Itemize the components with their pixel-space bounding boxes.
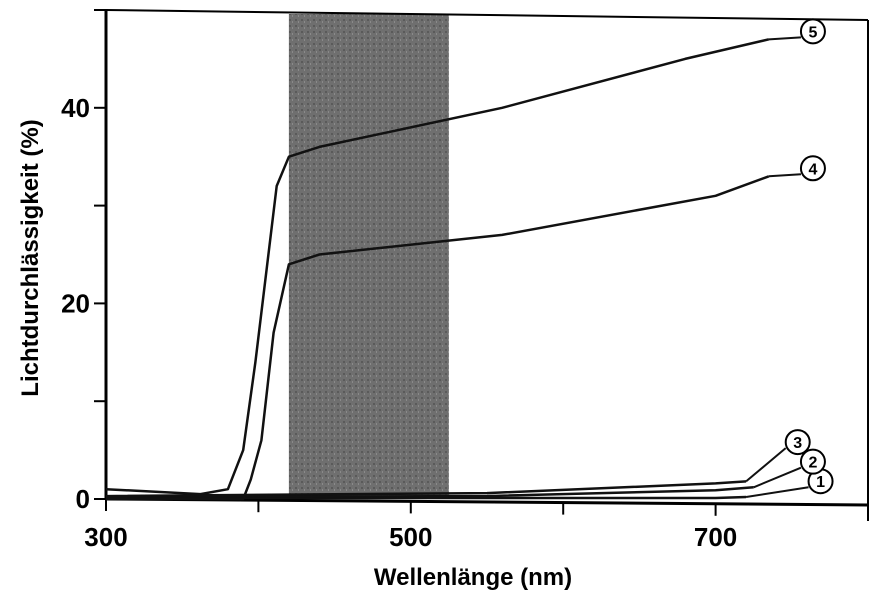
series-marker-circle-2 <box>799 448 826 475</box>
x-tick-label-700: 700 <box>694 522 737 552</box>
series-line-2 <box>105 486 754 499</box>
series-line-5 <box>105 38 770 496</box>
y-tick-label-20: 20 <box>61 288 90 318</box>
series-marker-circle-3 <box>784 429 811 456</box>
series-line-1 <box>106 495 747 500</box>
series-lines <box>105 38 770 501</box>
x-axis-label: Wellenlänge (nm) <box>374 564 572 591</box>
x-tick-label-500: 500 <box>389 522 432 552</box>
x-tick-label-300: 300 <box>84 522 127 552</box>
series-marker-label-1: 1 <box>816 474 825 491</box>
series-leader-2 <box>753 466 802 489</box>
series-marker-label-4: 4 <box>808 161 817 178</box>
series-leader-3 <box>745 447 787 483</box>
y-tick-label-40: 40 <box>61 93 90 123</box>
series-marker-circle-5 <box>799 18 826 45</box>
tick-labels: 300 500 700 0 20 40 <box>61 93 737 552</box>
series-marker-4: 4 <box>768 155 826 182</box>
axis-ticks <box>94 9 869 517</box>
series-line-4 <box>106 175 770 501</box>
series-leader-5 <box>768 36 802 41</box>
series-marker-label-2: 2 <box>808 455 817 472</box>
series-marker-label-3: 3 <box>793 435 802 452</box>
series-marker-circle-4 <box>799 155 826 182</box>
series-marker-label-5: 5 <box>808 24 817 41</box>
series-leader-4 <box>768 173 802 178</box>
series-line-3 <box>105 480 747 498</box>
y-axis-label: Lichtdurchlässigkeit (%) <box>17 119 44 396</box>
series-marker-2: 2 <box>753 448 826 489</box>
series-marker-3: 3 <box>745 429 811 483</box>
y-tick-label-0: 0 <box>76 484 90 514</box>
series-leader-1 <box>745 486 809 499</box>
series-marker-5: 5 <box>768 18 826 45</box>
top-axis-line <box>105 9 869 21</box>
